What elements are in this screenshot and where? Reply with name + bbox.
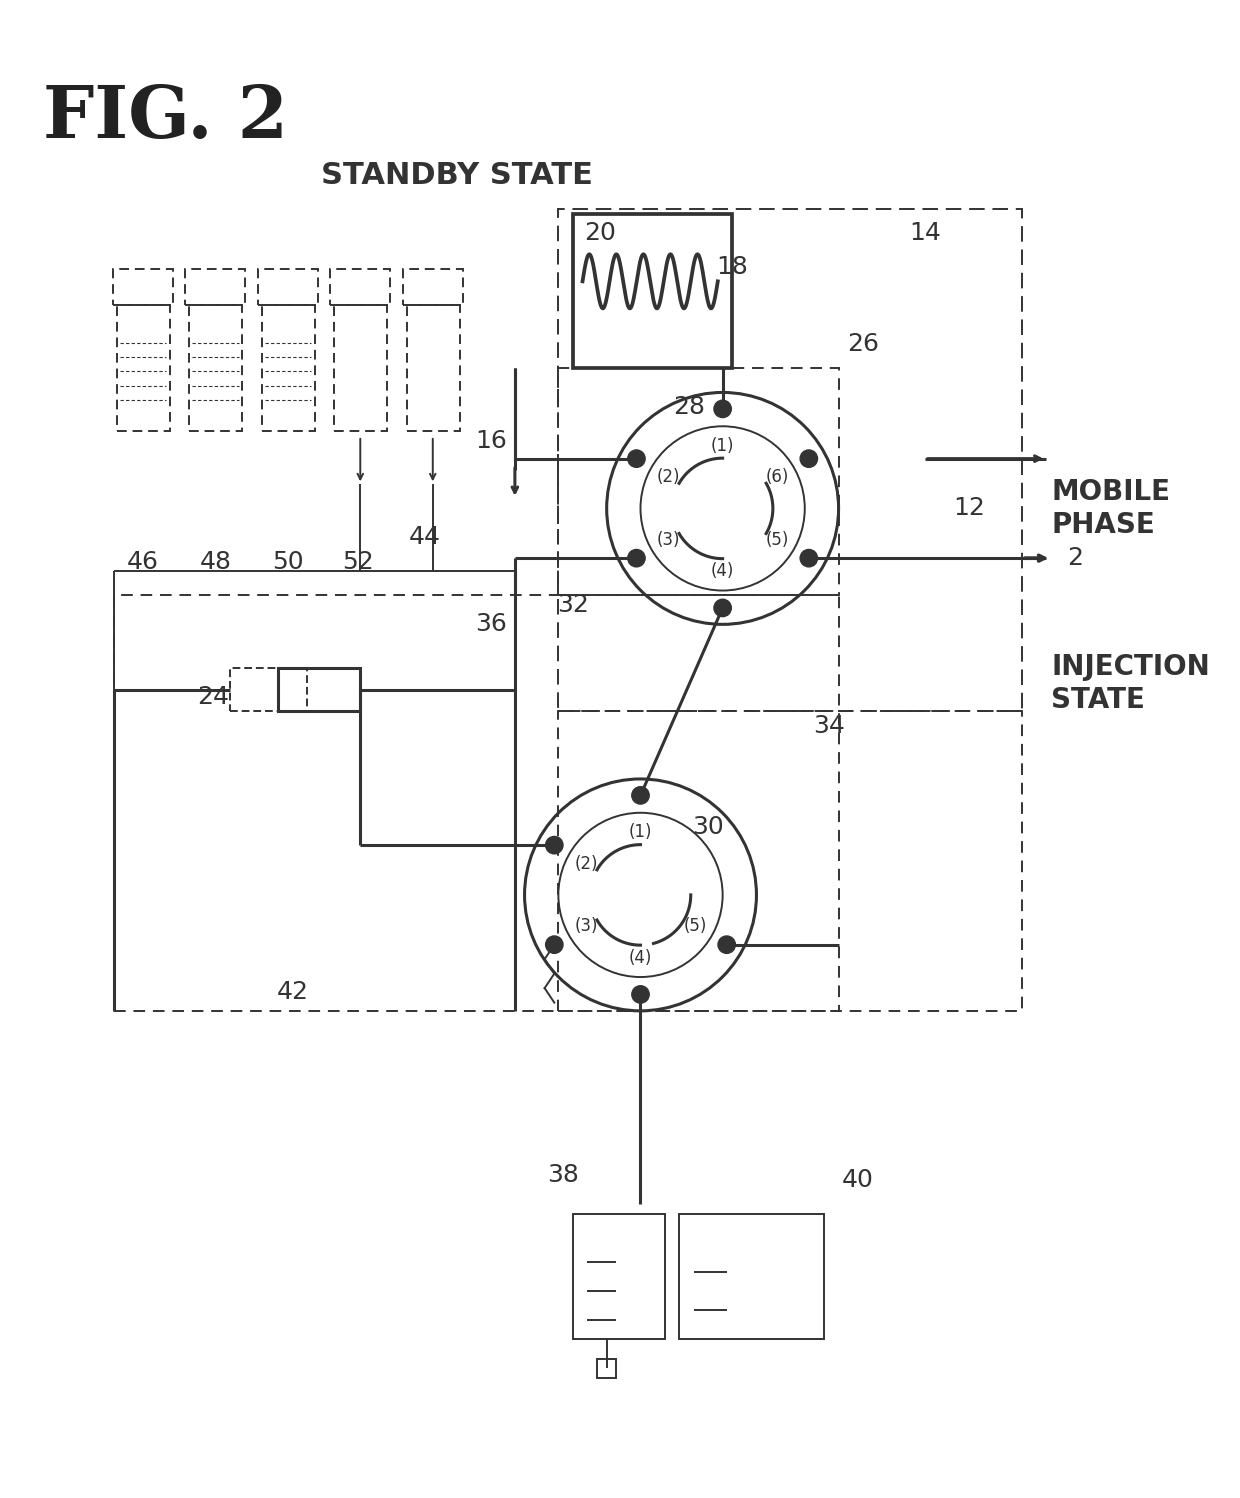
Text: (4): (4)	[711, 562, 734, 580]
Circle shape	[546, 836, 563, 854]
Text: 52: 52	[342, 550, 374, 574]
Bar	[403, 268, 463, 306]
Text: (3): (3)	[656, 530, 680, 548]
Bar	[558, 712, 1022, 1011]
Text: 42: 42	[277, 980, 309, 1004]
Circle shape	[800, 449, 817, 467]
Text: (2): (2)	[574, 854, 598, 872]
Text: 38: 38	[547, 1162, 579, 1186]
Text: 48: 48	[200, 550, 232, 574]
Bar	[573, 1213, 665, 1339]
Bar	[262, 306, 315, 431]
Text: 24: 24	[197, 685, 229, 709]
Text: 18: 18	[717, 255, 748, 279]
Text: 46: 46	[126, 550, 159, 574]
Text: 28: 28	[673, 395, 704, 419]
Bar	[186, 268, 246, 306]
Bar	[335, 306, 387, 431]
Text: 40: 40	[842, 1168, 874, 1192]
Bar	[680, 1213, 825, 1339]
Circle shape	[800, 550, 817, 566]
Bar	[114, 595, 838, 1011]
Bar	[229, 668, 308, 712]
Circle shape	[627, 550, 645, 566]
Text: (3): (3)	[574, 917, 598, 935]
Bar	[596, 1359, 616, 1378]
Circle shape	[632, 786, 650, 804]
Text: 44: 44	[409, 526, 441, 550]
Circle shape	[632, 986, 650, 1004]
Text: 20: 20	[584, 222, 616, 246]
Text: 36: 36	[475, 613, 507, 637]
Text: INJECTION
STATE: INJECTION STATE	[1052, 653, 1210, 713]
Bar	[558, 208, 1022, 712]
Text: (1): (1)	[629, 822, 652, 840]
Bar	[113, 268, 172, 306]
Bar	[278, 668, 361, 712]
Bar	[407, 306, 460, 431]
Text: (2): (2)	[656, 467, 680, 485]
Text: 50: 50	[272, 550, 304, 574]
Text: 32: 32	[557, 593, 589, 617]
Circle shape	[714, 400, 732, 418]
Text: STANDBY STATE: STANDBY STATE	[321, 160, 593, 190]
Text: 16: 16	[475, 428, 507, 452]
Text: MOBILE
PHASE: MOBILE PHASE	[1052, 478, 1171, 539]
Text: FIG. 2: FIG. 2	[43, 81, 289, 153]
Text: 14: 14	[910, 222, 941, 246]
Text: (6): (6)	[765, 467, 789, 485]
Circle shape	[718, 936, 735, 953]
Text: 30: 30	[692, 815, 724, 839]
Text: 34: 34	[813, 715, 844, 739]
Text: 12: 12	[954, 496, 985, 520]
Bar	[573, 214, 733, 369]
Bar	[258, 268, 317, 306]
Bar	[117, 306, 170, 431]
Text: (4): (4)	[629, 948, 652, 966]
Text: 2: 2	[1068, 547, 1084, 571]
Circle shape	[627, 449, 645, 467]
Text: 26: 26	[847, 333, 879, 357]
Bar	[330, 268, 391, 306]
Text: (5): (5)	[765, 530, 789, 548]
Text: (1): (1)	[711, 436, 734, 454]
Bar	[190, 306, 242, 431]
Text: (5): (5)	[683, 917, 707, 935]
Circle shape	[546, 936, 563, 953]
Bar	[558, 369, 838, 595]
Circle shape	[714, 599, 732, 617]
